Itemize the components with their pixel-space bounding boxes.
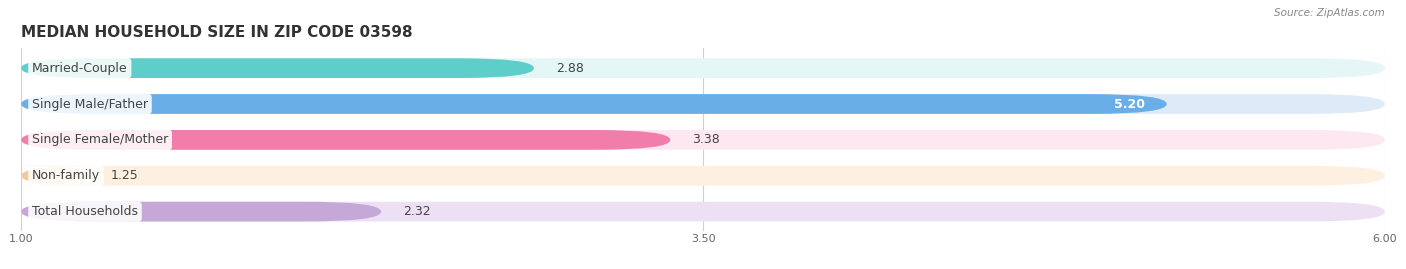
Text: 1.25: 1.25 <box>111 169 139 182</box>
Text: Non-family: Non-family <box>32 169 100 182</box>
FancyBboxPatch shape <box>14 166 96 186</box>
Text: Married-Couple: Married-Couple <box>32 62 128 75</box>
FancyBboxPatch shape <box>21 130 1385 150</box>
FancyBboxPatch shape <box>21 94 1385 114</box>
FancyBboxPatch shape <box>21 58 534 78</box>
FancyBboxPatch shape <box>21 202 381 221</box>
Text: 3.38: 3.38 <box>692 133 720 146</box>
Text: 5.20: 5.20 <box>1114 98 1144 111</box>
Text: 2.32: 2.32 <box>404 205 430 218</box>
Text: 2.88: 2.88 <box>555 62 583 75</box>
FancyBboxPatch shape <box>21 166 1385 186</box>
Text: MEDIAN HOUSEHOLD SIZE IN ZIP CODE 03598: MEDIAN HOUSEHOLD SIZE IN ZIP CODE 03598 <box>21 25 413 40</box>
Text: Single Male/Father: Single Male/Father <box>32 98 148 111</box>
Text: Single Female/Mother: Single Female/Mother <box>32 133 169 146</box>
Text: Total Households: Total Households <box>32 205 138 218</box>
FancyBboxPatch shape <box>21 94 1167 114</box>
FancyBboxPatch shape <box>21 58 1385 78</box>
FancyBboxPatch shape <box>21 130 671 150</box>
Text: Source: ZipAtlas.com: Source: ZipAtlas.com <box>1274 8 1385 18</box>
FancyBboxPatch shape <box>21 202 1385 221</box>
